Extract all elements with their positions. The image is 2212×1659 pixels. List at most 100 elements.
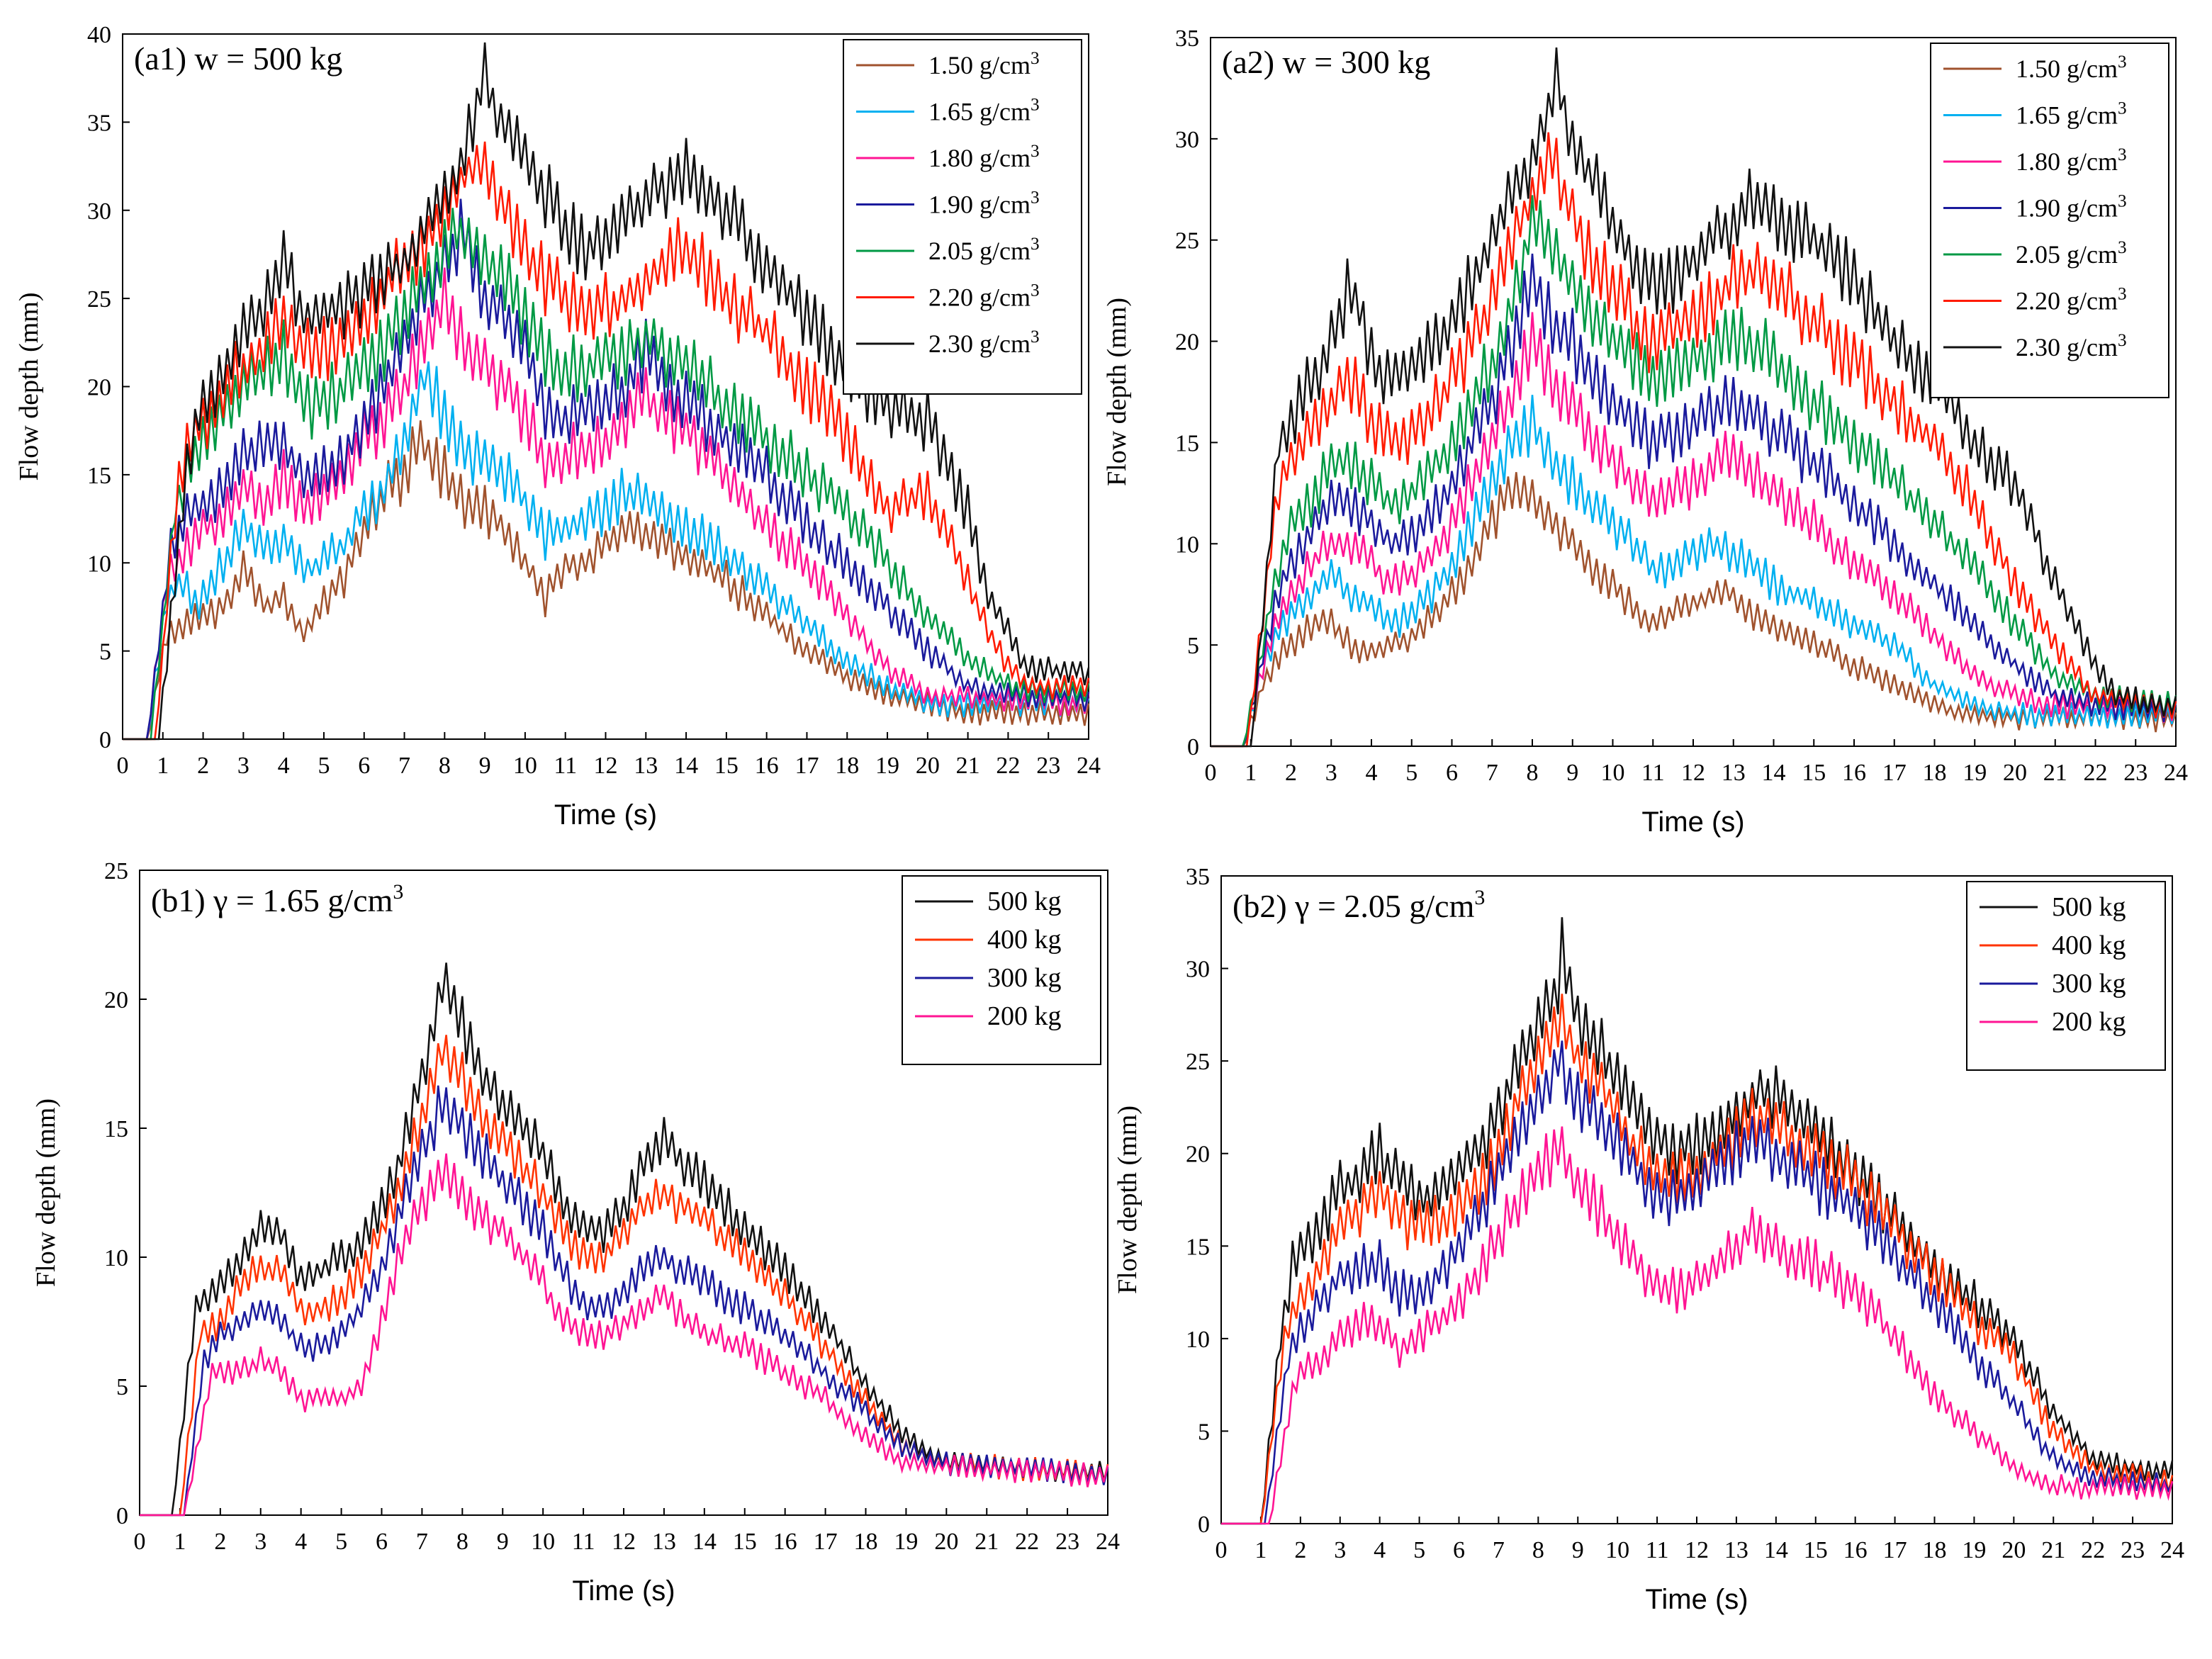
legend-label: 500 kg <box>2052 892 2126 922</box>
y-tick-label: 15 <box>87 463 111 489</box>
y-axis-label: Flow depth (mm) <box>31 1098 61 1287</box>
x-tick-label: 5 <box>335 1529 347 1555</box>
x-tick-label: 3 <box>254 1529 266 1555</box>
x-tick-label: 9 <box>497 1529 509 1555</box>
x-tick-label: 9 <box>1566 760 1578 786</box>
legend-label: 1.90 g/cm <box>2016 194 2118 223</box>
legend-label: 2.30 g/cm <box>2016 333 2118 361</box>
legend-entry: 2.30 g/cm3 <box>2016 331 2127 361</box>
x-tick-label: 21 <box>975 1529 999 1555</box>
legend-label: 1.65 g/cm <box>2016 101 2118 130</box>
x-tick-label: 23 <box>1055 1529 1079 1555</box>
x-tick-label: 12 <box>1681 760 1705 786</box>
x-tick-label: 20 <box>2002 1537 2026 1563</box>
legend-label: 1.90 g/cm <box>928 191 1031 219</box>
y-tick-label: 10 <box>1175 532 1199 558</box>
legend-label-sup: 3 <box>2118 192 2127 211</box>
legend-label: 1.65 g/cm <box>928 98 1031 126</box>
legend-label-sup: 3 <box>2118 331 2127 350</box>
x-tick-label: 23 <box>1036 753 1060 779</box>
chart-b1: 0 1 2 3 4 5 6 7 8 9 10 11 12 13 14 15 16 17 18 19 20 21 22 23 24… <box>31 858 1120 1607</box>
y-tick-label: 15 <box>1175 430 1199 456</box>
x-tick-label: 24 <box>1096 1529 1120 1555</box>
x-tick-label: 2 <box>214 1529 226 1555</box>
x-tick-label: 23 <box>2121 1537 2145 1563</box>
series-line <box>140 1153 1109 1517</box>
x-tick-label: 7 <box>1493 1537 1505 1563</box>
legend-entry: 2.05 g/cm3 <box>2016 238 2127 269</box>
legend-box <box>902 875 1101 1065</box>
x-tick-label: 3 <box>1325 760 1337 786</box>
series-line <box>123 198 1090 741</box>
x-tick-label: 16 <box>773 1529 797 1555</box>
y-tick-label: 35 <box>87 110 111 136</box>
x-tick-label: 24 <box>1077 753 1101 779</box>
x-tick-label: 8 <box>1527 760 1539 786</box>
x-tick-label: 11 <box>1646 1537 1669 1563</box>
x-axis-label: Time (s) <box>572 1575 675 1607</box>
series-line <box>1211 132 2177 748</box>
x-tick-label: 2 <box>1285 760 1297 786</box>
x-tick-label: 6 <box>1446 760 1458 786</box>
y-tick-label: 25 <box>87 286 111 313</box>
y-tick-label: 5 <box>116 1374 128 1400</box>
legend-box <box>1966 881 2166 1071</box>
x-tick-label: 4 <box>295 1529 307 1555</box>
y-tick-label: 25 <box>1175 228 1199 254</box>
x-tick-label: 10 <box>513 753 537 779</box>
legend-label: 500 kg <box>987 887 1062 916</box>
legend-entry: 1.50 g/cm3 <box>2016 52 2127 83</box>
legend-label-sup: 3 <box>1031 189 1040 208</box>
x-tick-label: 18 <box>854 1529 878 1555</box>
series-line <box>1211 253 2177 748</box>
x-tick-label: 18 <box>1923 1537 1947 1563</box>
legend-box <box>1930 43 2169 398</box>
legend-label: 2.05 g/cm <box>2016 240 2118 269</box>
y-tick-label: 5 <box>1198 1419 1210 1445</box>
legend-label-sup: 3 <box>2118 285 2127 304</box>
legend-label: 400 kg <box>987 925 1062 955</box>
x-tick-label: 13 <box>652 1529 676 1555</box>
chart-title: (a1) w = 500 kg <box>134 40 342 77</box>
y-tick-label: 35 <box>1175 26 1199 52</box>
legend-label-sup: 3 <box>2118 52 2127 72</box>
x-axis-label: Time (s) <box>554 799 657 831</box>
y-tick-label: 30 <box>1186 957 1210 983</box>
x-tick-label: 8 <box>1532 1537 1544 1563</box>
x-tick-label: 5 <box>1413 1537 1425 1563</box>
x-tick-label: 24 <box>2164 760 2188 786</box>
y-tick-label: 0 <box>1198 1512 1210 1538</box>
legend-entry: 1.80 g/cm3 <box>928 142 1040 172</box>
x-tick-label: 20 <box>2003 760 2027 786</box>
chart-title-sup: 3 <box>1474 886 1485 909</box>
legend-entry: 300 kg <box>987 963 1062 993</box>
x-tick-label: 19 <box>875 753 899 779</box>
x-tick-label: 19 <box>894 1529 918 1555</box>
x-tick-label: 6 <box>1453 1537 1465 1563</box>
y-tick-label: 15 <box>1186 1234 1210 1260</box>
y-tick-label: 10 <box>104 1245 128 1271</box>
x-tick-label: 24 <box>2160 1537 2184 1563</box>
legend-entry: 1.90 g/cm3 <box>928 189 1040 219</box>
legend-entry: 200 kg <box>2052 1007 2126 1037</box>
series-line <box>1221 1040 2174 1525</box>
x-tick-label: 9 <box>1572 1537 1584 1563</box>
series-line <box>1221 917 2174 1525</box>
x-tick-label: 5 <box>318 753 330 779</box>
x-tick-label: 4 <box>1366 760 1378 786</box>
legend-label: 300 kg <box>2052 969 2126 999</box>
x-tick-label: 7 <box>1486 760 1498 786</box>
x-axis-label: Time (s) <box>1641 806 1744 838</box>
x-tick-label: 3 <box>1334 1537 1346 1563</box>
series-line <box>1211 47 2177 748</box>
x-tick-label: 22 <box>2084 760 2108 786</box>
chart-title-text: (b1) γ = 1.65 g/cm <box>151 882 393 918</box>
x-tick-label: 2 <box>1294 1537 1306 1563</box>
legend-entry: 1.90 g/cm3 <box>2016 192 2127 223</box>
x-tick-label: 14 <box>1762 760 1786 786</box>
x-tick-label: 11 <box>554 753 577 779</box>
x-tick-label: 10 <box>531 1529 555 1555</box>
y-tick-label: 25 <box>1186 1049 1210 1075</box>
x-tick-label: 12 <box>1685 1537 1709 1563</box>
chart-a1: 0 1 2 3 4 5 6 7 8 9 10 11 12 13 14 15 16 17 18 19 20 21 22 23 24… <box>14 22 1101 831</box>
